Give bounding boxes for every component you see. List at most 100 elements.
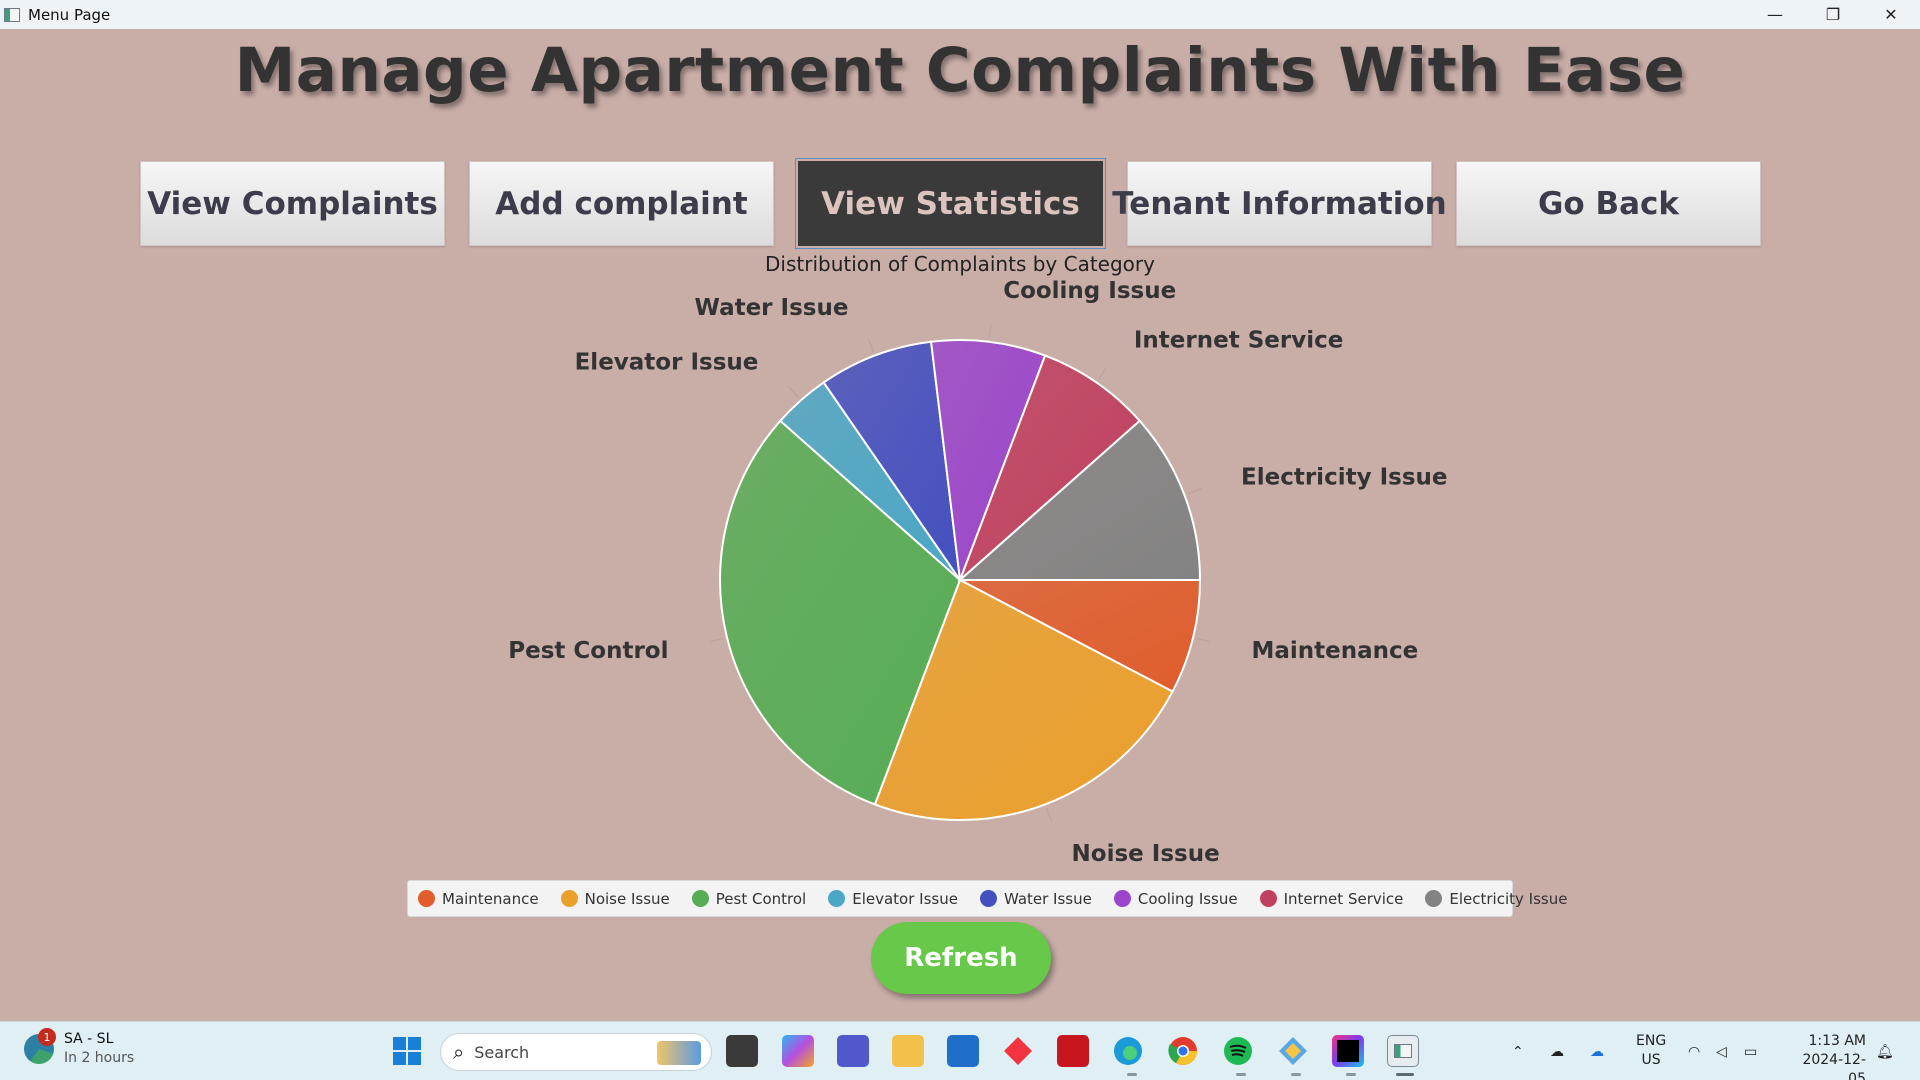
legend-item-maintenance: Maintenance <box>418 890 539 908</box>
legend-label: Cooling Issue <box>1137 889 1238 908</box>
start-icon[interactable] <box>392 1035 424 1067</box>
pie-label-line <box>1196 637 1211 643</box>
onedrive-icon[interactable]: ☁ <box>1590 1043 1604 1060</box>
edge-running-indicator <box>1127 1073 1137 1076</box>
pie-chart-svg: Maintenance Noise Issue Pest Control Elevat… <box>508 278 1447 867</box>
legend-item-noise-issue: Noise Issue <box>560 890 670 908</box>
battery-icon[interactable]: ▭ <box>1744 1043 1758 1060</box>
legend-label: Water Issue <box>1003 889 1092 908</box>
pie-label-noise-issue: Noise Issue <box>1072 841 1220 867</box>
clock-date: 2024-12-05 <box>1802 1052 1866 1080</box>
pie-chart: Maintenance Noise Issue Pest Control Elevat… <box>0 29 1920 929</box>
legend-swatch <box>1425 890 1443 907</box>
legend-swatch <box>979 890 997 907</box>
legend-item-electricity-issue: Electricity Issue <box>1425 890 1567 908</box>
legend-item-elevator-issue: Elevator Issue <box>828 890 958 908</box>
tenant-information-button[interactable]: Tenant Information <box>1112 161 1447 246</box>
legend-label: Maintenance <box>442 889 539 908</box>
copilot-icon[interactable] <box>782 1035 814 1067</box>
pie-label-line <box>788 386 799 398</box>
pie-slice-maintenance <box>959 579 1202 693</box>
pie-label-cooling-issue: Cooling Issue <box>1003 278 1176 304</box>
pie-label-maintenance: Maintenance <box>1252 638 1419 664</box>
pie-slice-electricity-issue <box>957 419 1202 581</box>
volume-icon[interactable]: ◁ <box>1716 1043 1727 1060</box>
page-title: Manage Apartment Complaints With Ease <box>234 35 1686 106</box>
app-diamond-icon[interactable] <box>1002 1035 1034 1067</box>
go-back-button[interactable]: Go Back <box>1456 161 1761 246</box>
close-icon[interactable]: ✕ <box>1884 5 1898 24</box>
legend-label: Pest Control <box>715 889 807 908</box>
edge-icon[interactable] <box>1112 1035 1144 1067</box>
chart-title: Distribution of Complaints by Category <box>765 252 1155 276</box>
region-code: US <box>1641 1052 1661 1068</box>
legend-swatch <box>1259 890 1277 907</box>
system-clock[interactable]: 1:13 AM 2024-12-05 <box>1786 1032 1866 1080</box>
java-app-icon[interactable] <box>1387 1035 1419 1067</box>
legend-label: Internet Service <box>1283 889 1404 908</box>
mcafee-icon[interactable] <box>1057 1035 1089 1067</box>
pie-label-electricity-issue: Electricity Issue <box>1241 464 1447 490</box>
search-icon: ⌕ <box>453 1040 465 1064</box>
chrome-icon[interactable] <box>1167 1035 1199 1067</box>
taskbar-search[interactable]: ⌕ Search <box>440 1033 712 1071</box>
pie-label-water-issue: Water Issue <box>695 295 849 321</box>
app-icon <box>4 7 20 22</box>
restore-icon[interactable]: ❐ <box>1825 5 1841 24</box>
cloud-icon[interactable]: ☁ <box>1550 1043 1564 1060</box>
pie-slice-cooling-issue <box>929 339 1047 581</box>
notification-badge: 1 <box>38 1028 56 1046</box>
intellij-running-indicator <box>1346 1073 1356 1076</box>
minimize-icon[interactable]: — <box>1767 5 1783 24</box>
weather-widget[interactable]: 1 SA - SL In 2 hours <box>24 1028 135 1068</box>
refresh-button[interactable]: Refresh <box>871 922 1051 994</box>
spotify-icon[interactable] <box>1222 1035 1254 1067</box>
pie-label-internet-service: Internet Service <box>1134 328 1343 354</box>
legend-swatch <box>828 890 846 907</box>
intellij-icon[interactable] <box>1332 1035 1364 1067</box>
tray-overflow-icon[interactable]: ⌃ <box>1512 1043 1524 1060</box>
pie-slice-noise-issue <box>873 578 1174 821</box>
legend-swatch <box>560 890 578 907</box>
window-titlebar: Menu Page — ❐ ✕ <box>0 0 1920 29</box>
taskbar: 1 SA - SL In 2 hours ⌕ Search <box>0 1021 1920 1080</box>
pie-label-line <box>1046 807 1052 822</box>
pie-slice-pest-control <box>719 419 962 806</box>
legend-swatch <box>1113 890 1131 907</box>
app-shapes-icon[interactable] <box>1277 1035 1309 1067</box>
legend-swatch <box>418 890 435 907</box>
teams-icon[interactable] <box>837 1035 869 1067</box>
legend-swatch <box>691 890 709 907</box>
pie-label-line <box>1098 367 1107 380</box>
legend-label: Electricity Issue <box>1449 889 1568 908</box>
pie-label-line <box>1187 488 1202 494</box>
legend-item-water-issue: Water Issue <box>979 889 1092 908</box>
pie-slice-internet-service <box>959 354 1142 581</box>
clock-time: 1:13 AM <box>1808 1033 1866 1049</box>
pie-slice-water-issue <box>822 340 961 581</box>
view-complaints-button[interactable]: View Complaints <box>140 161 445 246</box>
weather-icon: 1 <box>24 1028 56 1064</box>
legend-item-pest-control: Pest Control <box>691 889 807 908</box>
weather-subtitle: In 2 hours <box>64 1050 135 1066</box>
pie-label-elevator-issue: Elevator Issue <box>575 349 759 375</box>
notification-bell-icon[interactable]: 🔔︎ <box>1876 1043 1894 1060</box>
search-highlight-icon <box>657 1041 701 1065</box>
window-controls: — ❐ ✕ <box>1746 0 1920 29</box>
pie-label-line <box>709 637 724 643</box>
language-indicator[interactable]: ENG US <box>1636 1032 1666 1070</box>
search-label: Search <box>474 1042 530 1062</box>
weather-title: SA - SL <box>64 1031 114 1047</box>
chart-legend: Maintenance Noise Issue Pest Control Elevat… <box>407 880 1567 917</box>
language-code: ENG <box>1636 1033 1667 1049</box>
wifi-icon[interactable]: ◠ <box>1688 1043 1701 1060</box>
pie-label-pest-control: Pest Control <box>508 638 668 664</box>
task-view-icon[interactable] <box>726 1035 758 1067</box>
file-explorer-icon[interactable] <box>892 1035 924 1067</box>
shapes-running-indicator <box>1291 1073 1301 1076</box>
view-statistics-button[interactable]: View Statistics <box>798 161 1103 246</box>
store-icon[interactable] <box>947 1035 979 1067</box>
add-complaint-button[interactable]: Add complaint <box>469 161 774 246</box>
legend-item-internet-service: Internet Service <box>1259 889 1404 908</box>
pie-label-line <box>868 338 874 353</box>
